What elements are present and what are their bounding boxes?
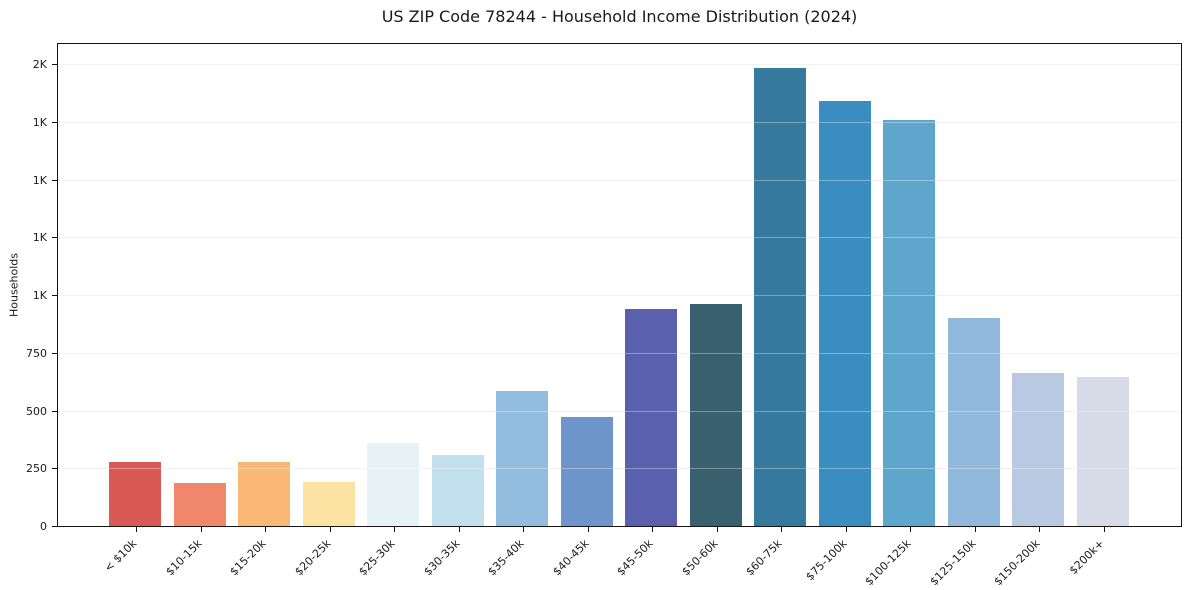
y-tick-label: 1K bbox=[32, 231, 47, 244]
gridline bbox=[57, 64, 1182, 65]
gridline-overlay bbox=[57, 353, 1182, 354]
bar bbox=[496, 391, 548, 527]
x-tick-mark bbox=[652, 527, 653, 532]
x-tick-mark bbox=[330, 527, 331, 532]
gridline bbox=[57, 353, 1182, 354]
bar bbox=[1012, 373, 1064, 527]
bar bbox=[238, 462, 290, 527]
y-tick-mark bbox=[52, 237, 57, 238]
x-tick-label: $25-30k bbox=[355, 537, 398, 579]
x-tick-label: $10-15k bbox=[162, 537, 205, 579]
x-tick-mark bbox=[523, 527, 524, 532]
y-tick-label: 500 bbox=[26, 405, 47, 418]
gridline bbox=[57, 468, 1182, 469]
x-tick-label: $50-60k bbox=[678, 537, 721, 579]
gridline bbox=[57, 237, 1182, 238]
x-tick-label: $125-150k bbox=[927, 537, 979, 589]
x-tick-label: $75-100k bbox=[802, 537, 850, 584]
chart-title: US ZIP Code 78244 - Household Income Dis… bbox=[381, 7, 858, 26]
gridline bbox=[57, 122, 1182, 123]
plot-border bbox=[57, 43, 1182, 527]
gridline-overlay bbox=[57, 468, 1182, 469]
x-tick-label: $200k+ bbox=[1067, 537, 1108, 578]
y-tick-label: 2K bbox=[32, 58, 47, 71]
gridline-overlay bbox=[57, 122, 1182, 123]
x-tick-mark bbox=[846, 527, 847, 532]
bar bbox=[561, 417, 613, 527]
gridline-overlay bbox=[57, 180, 1182, 181]
gridlines-overlay-layer bbox=[57, 43, 1182, 527]
gridline-overlay bbox=[57, 295, 1182, 296]
x-tick-label: $30-35k bbox=[420, 537, 463, 579]
bar bbox=[625, 309, 677, 527]
gridline bbox=[57, 180, 1182, 181]
x-tick-label: $150-200k bbox=[991, 537, 1043, 589]
y-tick-mark bbox=[52, 353, 57, 354]
bar bbox=[109, 462, 161, 527]
x-tick-mark bbox=[201, 527, 202, 532]
plot-area bbox=[57, 43, 1182, 527]
x-tick-label: $40-45k bbox=[549, 537, 592, 579]
x-tick-label: $60-75k bbox=[742, 537, 785, 579]
x-tick-label: $100-125k bbox=[862, 537, 914, 589]
x-tick-mark bbox=[1039, 527, 1040, 532]
y-tick-label: 250 bbox=[26, 462, 47, 475]
gridline-overlay bbox=[57, 237, 1182, 238]
y-tick-mark bbox=[52, 295, 57, 296]
x-tick-mark bbox=[975, 527, 976, 532]
y-tick-label: 1K bbox=[32, 289, 47, 302]
x-tick-mark bbox=[136, 527, 137, 532]
x-tick-label: < $10k bbox=[101, 537, 140, 575]
x-tick-mark bbox=[265, 527, 266, 532]
bar bbox=[754, 68, 806, 527]
y-axis-title: Households bbox=[7, 253, 21, 317]
x-tick-label: $15-20k bbox=[226, 537, 269, 579]
bar bbox=[690, 304, 742, 527]
bar bbox=[819, 101, 871, 527]
gridlines-behind-layer bbox=[57, 43, 1182, 527]
x-tick-label: $45-50k bbox=[613, 537, 656, 579]
gridline bbox=[57, 411, 1182, 412]
bar bbox=[174, 483, 226, 527]
x-tick-mark bbox=[459, 527, 460, 532]
y-tick-mark bbox=[52, 122, 57, 123]
x-tick-mark bbox=[910, 527, 911, 532]
y-tick-label: 750 bbox=[26, 347, 47, 360]
bar bbox=[883, 120, 935, 527]
y-tick-mark bbox=[52, 468, 57, 469]
gridline bbox=[57, 295, 1182, 296]
y-tick-label: 0 bbox=[40, 520, 47, 533]
y-tick-mark bbox=[52, 411, 57, 412]
x-tick-label: $35-40k bbox=[484, 537, 527, 579]
bar bbox=[432, 455, 484, 527]
bar bbox=[948, 318, 1000, 527]
x-tick-mark bbox=[717, 527, 718, 532]
x-tick-mark bbox=[394, 527, 395, 532]
bar bbox=[367, 443, 419, 527]
x-tick-mark bbox=[588, 527, 589, 532]
bar bbox=[303, 482, 355, 527]
gridline-overlay bbox=[57, 64, 1182, 65]
y-tick-label: 1K bbox=[32, 174, 47, 187]
y-tick-mark bbox=[52, 180, 57, 181]
y-tick-label: 1K bbox=[32, 116, 47, 129]
gridline-overlay bbox=[57, 411, 1182, 412]
bar bbox=[1077, 377, 1129, 527]
bars-layer bbox=[57, 43, 1182, 527]
x-tick-mark bbox=[1104, 527, 1105, 532]
y-tick-mark bbox=[52, 64, 57, 65]
x-tick-label: $20-25k bbox=[291, 537, 334, 579]
y-tick-mark bbox=[52, 526, 57, 527]
x-tick-mark bbox=[781, 527, 782, 532]
